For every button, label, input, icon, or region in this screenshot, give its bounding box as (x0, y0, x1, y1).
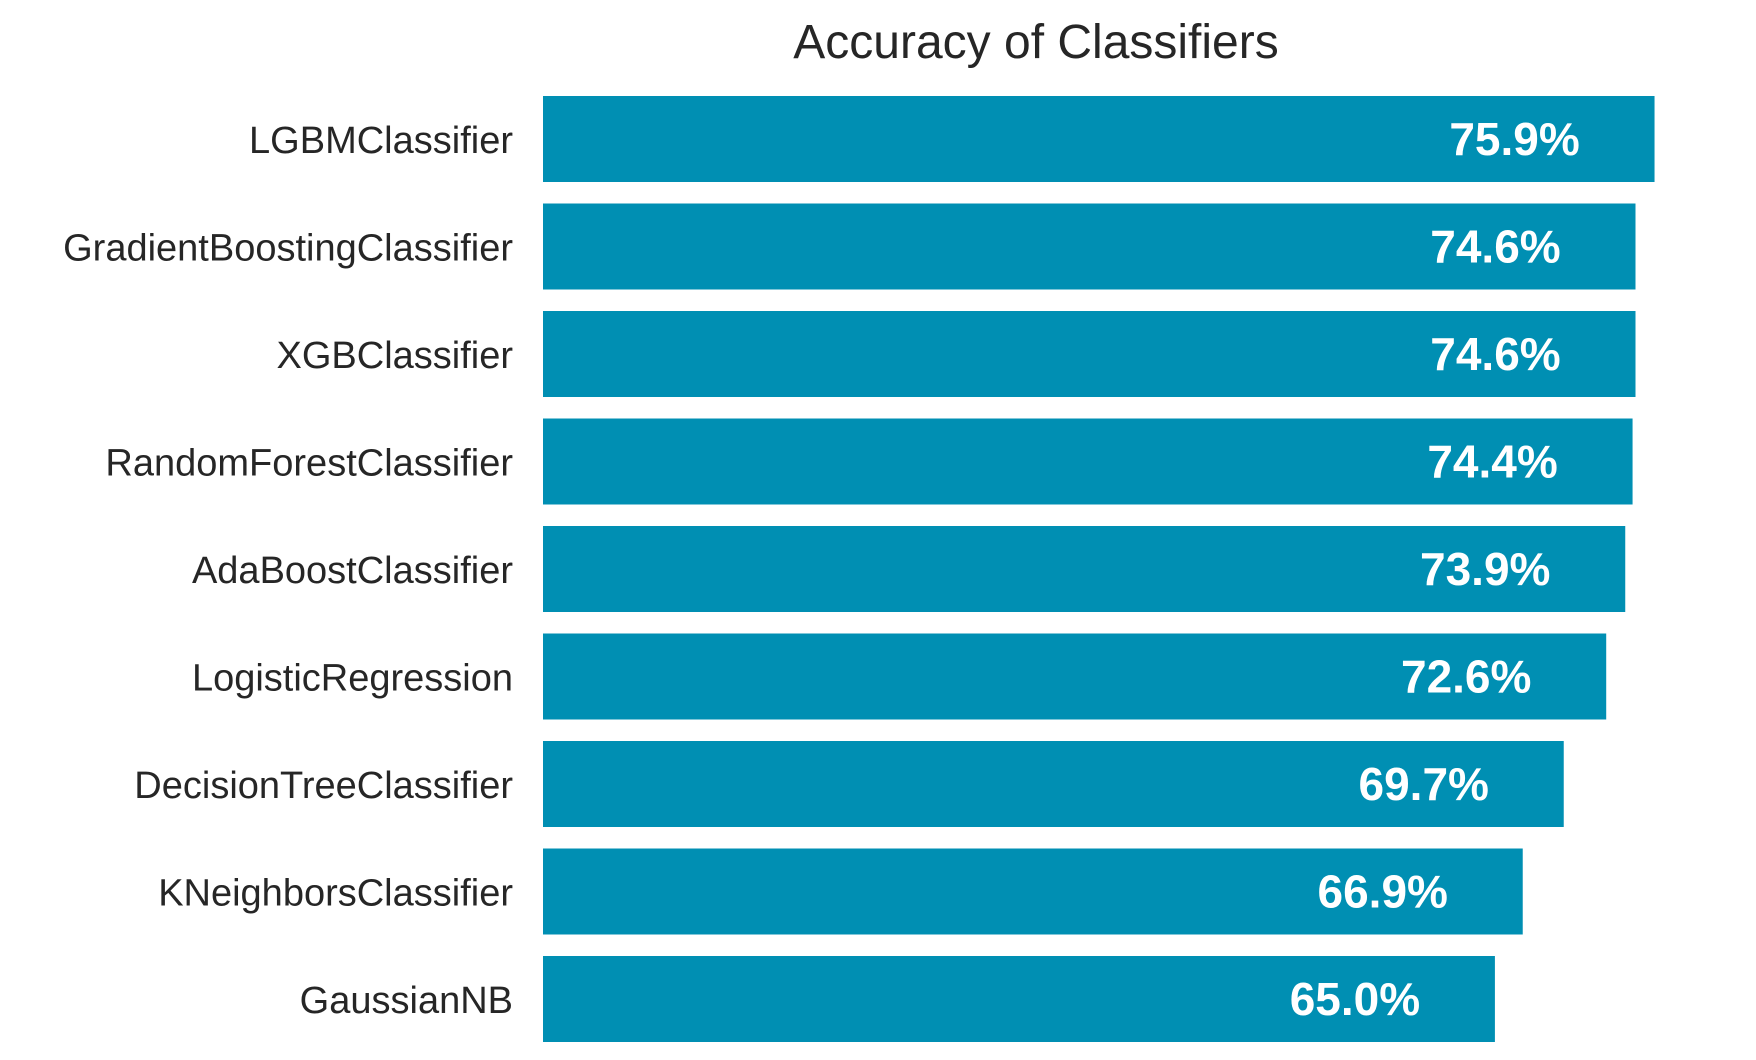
data-label-KNeighborsClassifier: 66.9% (1318, 866, 1448, 918)
tick-label-XGBClassifier: XGBClassifier (277, 335, 514, 377)
bar-KNeighborsClassifier (543, 848, 1523, 935)
tick-label-GaussianNB: GaussianNB (300, 980, 513, 1022)
tick-label-LogisticRegression: LogisticRegression (192, 658, 513, 700)
category-tick-labels: LGBMClassifier GradientBoostingClassifier… (63, 120, 513, 1022)
value-data-labels: 75.9% 74.6% 74.6% 74.4% 73.9% 72.6% 69.7% 66.9%… (1290, 113, 1580, 1025)
tick-label-KNeighborsClassifier: KNeighborsClassifier (158, 873, 513, 915)
bar-RandomForestClassifier (543, 418, 1633, 505)
bar-DecisionTreeClassifier (543, 741, 1564, 827)
bar-AdaBoostClassifier (543, 526, 1626, 612)
bars-group (543, 96, 1655, 1042)
tick-label-GradientBoostingClassifier: GradientBoostingClassifier (63, 228, 513, 270)
bar-XGBClassifier (543, 311, 1636, 397)
data-label-XGBClassifier: 74.6% (1430, 328, 1560, 380)
data-label-RandomForestClassifier: 74.4% (1427, 436, 1557, 488)
bar-GradientBoostingClassifier (543, 203, 1636, 290)
bar-GaussianNB (543, 956, 1495, 1042)
tick-label-RandomForestClassifier: RandomForestClassifier (105, 443, 513, 485)
chart-title: Accuracy of Classifiers (793, 16, 1278, 69)
data-label-GaussianNB: 65.0% (1290, 973, 1420, 1025)
data-label-DecisionTreeClassifier: 69.7% (1359, 758, 1489, 810)
tick-label-DecisionTreeClassifier: DecisionTreeClassifier (134, 765, 513, 807)
bar-LogisticRegression (543, 633, 1607, 720)
tick-label-AdaBoostClassifier: AdaBoostClassifier (192, 550, 513, 592)
data-label-LogisticRegression: 72.6% (1401, 651, 1531, 703)
data-label-LGBMClassifier: 75.9% (1449, 113, 1579, 165)
tick-label-LGBMClassifier: LGBMClassifier (249, 120, 513, 162)
bar-LGBMClassifier (543, 96, 1655, 182)
data-label-GradientBoostingClassifier: 74.6% (1430, 221, 1560, 273)
data-label-AdaBoostClassifier: 73.9% (1420, 543, 1550, 595)
